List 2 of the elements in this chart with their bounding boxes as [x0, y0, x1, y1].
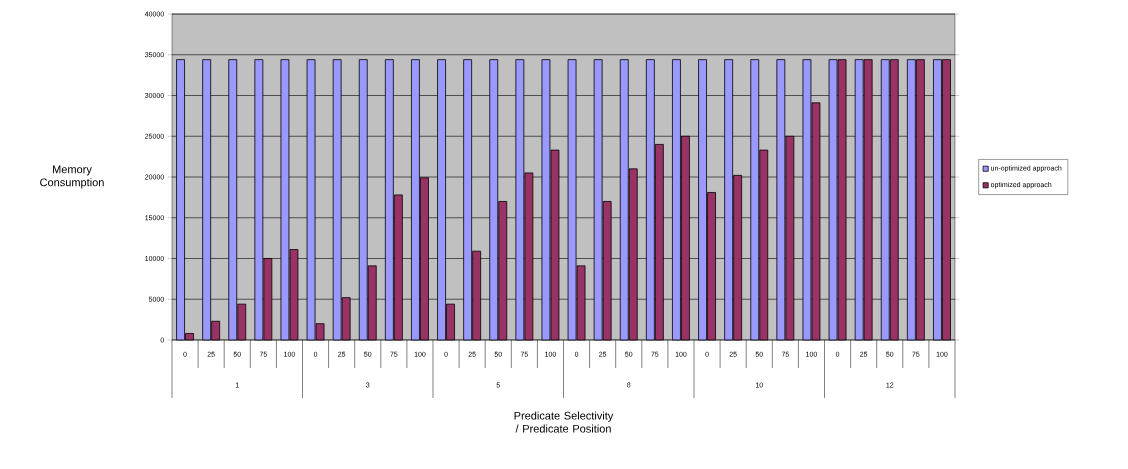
y-axis-title: Memory Consumption	[40, 165, 104, 189]
x-axis-title: Predicate Selectivity / Predicate Position	[514, 411, 614, 433]
